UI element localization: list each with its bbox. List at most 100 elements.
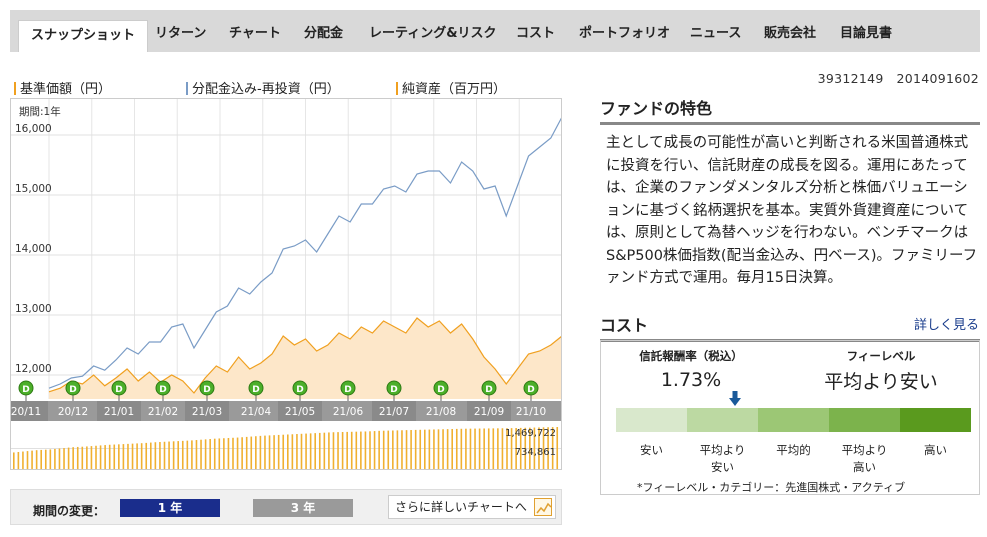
fee-scale-segment-cheap — [616, 408, 687, 432]
fee-scale-segment-expensive — [900, 408, 971, 432]
assets-bar — [373, 431, 376, 469]
assets-bar — [168, 441, 170, 469]
assets-bar — [268, 435, 271, 469]
dividend-marker-label: D — [22, 385, 29, 395]
fee-scale-label-expensive: 高い — [924, 443, 947, 457]
tab-prospectus[interactable]: 目論見書 — [840, 26, 893, 41]
assets-bar — [350, 431, 353, 469]
assets-bar — [223, 438, 225, 469]
dividend-marker-icon — [65, 380, 81, 396]
assets-bar — [451, 429, 453, 469]
month-label: 21/03 — [192, 406, 222, 418]
dividend-marker-icon — [292, 380, 308, 396]
assets-bar — [22, 451, 24, 469]
tab-cost[interactable]: コスト — [516, 26, 556, 41]
cost-detail-link[interactable]: 詳しく見る — [913, 318, 979, 333]
fee-label: 信託報酬率（税込） — [639, 349, 743, 363]
cost-title: コスト — [600, 316, 649, 335]
fee-scale — [616, 408, 971, 432]
assets-bar — [54, 448, 56, 469]
assets-bar — [136, 443, 138, 469]
assets-bar — [26, 451, 29, 469]
month-label: 21/09 — [474, 406, 504, 418]
month-label: 21/08 — [426, 406, 456, 418]
assets-bar — [515, 428, 517, 469]
features-heading: ファンドの特色 — [600, 95, 980, 125]
tab-return[interactable]: リターン — [155, 26, 207, 41]
assets-bar — [49, 449, 52, 469]
assets-bar — [245, 436, 248, 469]
assets-bar — [63, 448, 65, 469]
assets-bar — [309, 433, 312, 469]
month-label: 20/12 — [58, 406, 88, 418]
y-tick-label: 14,000 — [15, 243, 52, 255]
assets-bar — [181, 440, 184, 469]
assets-bar — [314, 433, 316, 469]
assets-bar — [341, 432, 344, 469]
assets-bar — [487, 428, 490, 469]
assets-bar — [318, 432, 321, 469]
period-1y-button[interactable]: 1 年 — [120, 499, 220, 517]
assets-bar — [323, 432, 326, 469]
dividend-marker-label: D — [437, 385, 444, 395]
assets-bar — [72, 447, 74, 469]
assets-bar — [200, 439, 202, 469]
dividend-marker-icon — [111, 380, 127, 396]
tab-rating-risk[interactable]: レーティング&リスク — [369, 26, 497, 41]
fee-value: 1.73% — [660, 369, 722, 391]
assets-bar — [305, 433, 307, 469]
dividend-marker-label: D — [203, 385, 210, 395]
dividend-marker-label: D — [159, 385, 166, 395]
assets-bar — [213, 438, 216, 469]
assets-bar — [227, 438, 230, 469]
period-label: 期間の変更： — [33, 504, 106, 518]
assets-bar — [483, 428, 485, 469]
fee-level-label: フィーレベル — [846, 349, 916, 363]
fee-scale-label-cheap: 安い — [640, 443, 663, 457]
assets-bar — [542, 427, 545, 469]
features-description: 主として成長の可能性が高いと判断される米国普通株式に投資を行い、信託財産の成長を… — [606, 135, 978, 286]
dividend-marker-label: D — [390, 385, 397, 395]
assets-bar — [67, 447, 70, 469]
tab-distribution[interactable]: 分配金 — [304, 26, 344, 41]
month-band-cell — [372, 401, 416, 421]
legend-nav: 基準価額（円） — [14, 78, 111, 97]
assets-bar — [58, 448, 61, 469]
period-3y-button[interactable]: 3 年 — [253, 499, 353, 517]
assets-bar — [337, 432, 339, 469]
dividend-marker-label: D — [485, 385, 492, 395]
more-chart-link[interactable]: さらに詳しいチャートへ — [388, 495, 556, 519]
assets-bar — [255, 436, 257, 469]
assets-bar — [346, 431, 348, 469]
tab-snapshot[interactable]: スナップショット — [18, 20, 149, 52]
month-label: 21/01 — [104, 406, 134, 418]
month-label: 21/10 — [516, 406, 546, 418]
assets-bar — [378, 430, 380, 469]
assets-bar — [387, 430, 390, 469]
assets-bar — [547, 427, 549, 469]
assets-bar — [108, 444, 111, 469]
tab-chart[interactable]: チャート — [229, 26, 281, 41]
legend-nav-marker — [14, 82, 16, 95]
fund-codes: 39312149 2014091602 — [817, 71, 979, 86]
assets-bar — [76, 446, 79, 469]
assets-bar — [118, 444, 120, 469]
assets-bar — [497, 428, 499, 469]
features-title: ファンドの特色 — [600, 99, 713, 118]
tab-news[interactable]: ニュース — [690, 26, 742, 41]
month-band-cell — [11, 401, 48, 421]
month-label: 21/07 — [379, 406, 409, 418]
assets-bar — [186, 440, 189, 469]
assets-bar — [35, 450, 38, 469]
assets-bar — [355, 431, 358, 469]
assets-bar — [360, 431, 362, 469]
tab-distributors[interactable]: 販売会社 — [764, 26, 817, 41]
dividend-marker-icon — [386, 380, 402, 396]
tab-portfolio[interactable]: ポートフォリオ — [579, 26, 671, 41]
assets-bar — [154, 442, 157, 469]
assets-bar — [204, 439, 207, 469]
assets-bar — [405, 430, 408, 469]
y-tick-label: 12,000 — [15, 363, 52, 375]
assets-bar — [519, 427, 522, 469]
dividend-marker-label: D — [69, 385, 76, 395]
